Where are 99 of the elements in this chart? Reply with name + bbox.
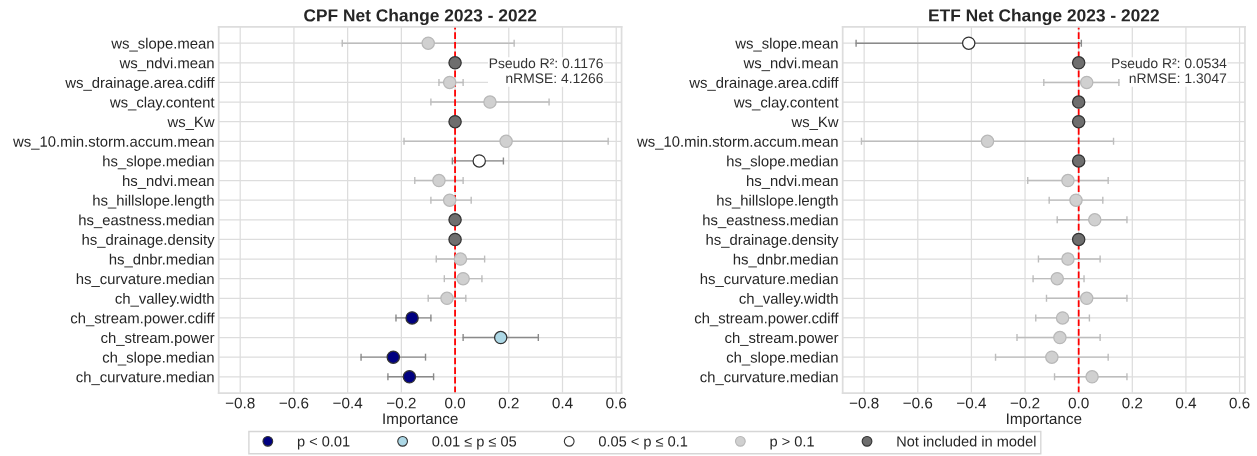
y-tick-label: hs_hillslope.length — [93, 194, 214, 209]
point — [1069, 193, 1083, 207]
y-tick-label: ch_stream.power — [101, 332, 215, 347]
y-tick-label: ws_clay.content — [109, 96, 215, 111]
y-tick-label: hs_drainage.density — [82, 234, 215, 248]
y-tick-label: ws_ndvi.mean — [119, 57, 214, 72]
point — [961, 36, 976, 50]
y-tick-label: ws_drainage.area.cdiff — [65, 77, 215, 91]
x-tick-label: 0.6 — [1229, 397, 1250, 409]
x-tick-label: 0.0 — [1068, 397, 1089, 409]
y-tick-label: hs_ndvi.mean — [747, 175, 838, 189]
x-tick-label: 0.0 — [445, 397, 466, 409]
y-tick-label: ws_drainage.area.cdiff — [689, 77, 839, 91]
point — [1088, 213, 1102, 227]
point — [448, 232, 462, 247]
x-tick-label: 0.2 — [498, 397, 519, 409]
y-tick-label: hs_eastness.median — [703, 214, 838, 229]
y-tick-label: ws_Kw — [167, 116, 215, 131]
y-tick-label: hs_dnbr.median — [733, 253, 838, 268]
point — [1071, 114, 1086, 129]
point — [472, 154, 486, 168]
legend-label: p > 0.1 — [770, 436, 814, 450]
point — [421, 36, 435, 50]
x-tick-label: −0.4 — [957, 397, 987, 409]
x-tick-label: −0.6 — [903, 397, 933, 409]
point — [440, 291, 454, 306]
y-tick-label: ch_valley.width — [115, 292, 214, 307]
point — [499, 134, 513, 149]
x-tick-label: 0.4 — [1175, 397, 1197, 409]
point — [405, 311, 419, 325]
x-tick-label: 0.6 — [606, 397, 627, 409]
x-tick-label: −0.8 — [849, 397, 879, 409]
y-tick-label: hs_curvature.median — [76, 273, 214, 288]
y-tick-label: ws_slope.mean — [111, 37, 214, 52]
y-tick-label: hs_ndvi.mean — [123, 175, 214, 189]
legend-label: 0.01 ≤ p ≤ 05 — [432, 436, 517, 450]
y-tick-label: hs_slope.median — [727, 155, 838, 170]
point — [1071, 232, 1086, 247]
y-tick-label: ch_curvature.median — [700, 371, 838, 386]
point — [442, 193, 457, 207]
point — [1045, 350, 1059, 364]
point — [1071, 56, 1086, 70]
x-axis-title: Importance — [383, 413, 458, 428]
x-tick-label: 0.2 — [1122, 397, 1143, 409]
point — [456, 271, 470, 286]
y-tick-label: ch_stream.power.cdiff — [694, 312, 839, 327]
point — [432, 173, 446, 188]
point — [1053, 330, 1067, 345]
chart-title: CPF Net Change 2023 - 2022 — [304, 8, 537, 26]
point — [1055, 311, 1070, 325]
point — [386, 350, 401, 364]
y-tick-label: hs_hillslope.length — [717, 194, 838, 209]
point — [483, 95, 497, 109]
annotation: Pseudo R²: 0.1176 nRMSE: 4.1266 — [489, 58, 603, 84]
point — [1079, 75, 1094, 90]
y-tick-label: ch_slope.median — [726, 351, 838, 366]
point — [1061, 252, 1075, 266]
y-tick-label: ws_ndvi.mean — [743, 57, 838, 72]
y-tick-label: hs_eastness.median — [79, 214, 214, 229]
point — [1085, 370, 1099, 384]
y-tick-label: ws_Kw — [791, 116, 839, 131]
y-tick-label: hs_drainage.density — [706, 234, 839, 248]
x-tick-label: −0.6 — [279, 397, 309, 409]
y-tick-label: ch_curvature.median — [76, 371, 214, 386]
y-tick-label: hs_dnbr.median — [109, 253, 214, 268]
point — [448, 213, 462, 227]
point — [448, 56, 462, 70]
point — [453, 252, 468, 266]
y-tick-label: ws_10.min.storm.accum.mean — [637, 135, 838, 150]
point — [1071, 95, 1086, 109]
y-tick-label: ws_clay.content — [733, 96, 839, 111]
legend-label: Not included in model — [897, 435, 1036, 447]
y-tick-label: ch_stream.power.cdiff — [70, 312, 215, 327]
y-tick-label: ch_valley.width — [739, 292, 838, 307]
chart-title: ETF Net Change 2023 - 2022 — [929, 8, 1159, 26]
point — [448, 114, 462, 129]
point — [1079, 291, 1094, 306]
y-tick-label: ch_slope.median — [102, 351, 214, 366]
y-tick-label: ch_stream.power — [725, 332, 839, 347]
x-tick-label: −0.2 — [1010, 397, 1040, 409]
legend-label: 0.05 < p ≤ 0.1 — [598, 436, 688, 450]
point — [1071, 154, 1086, 168]
x-tick-label: 0.4 — [552, 397, 573, 409]
y-tick-label: hs_curvature.median — [700, 273, 838, 288]
point — [442, 75, 457, 90]
point — [493, 330, 508, 345]
x-tick-label: −0.8 — [225, 397, 255, 409]
y-tick-label: hs_slope.median — [103, 155, 214, 170]
x-tick-label: −0.2 — [387, 397, 416, 409]
annotation: Pseudo R²: 0.0534 nRMSE: 1.3047 — [1112, 58, 1227, 84]
point — [980, 134, 995, 149]
legend-label: p < 0.01 — [297, 436, 350, 450]
point — [402, 370, 417, 384]
point — [1050, 271, 1064, 286]
y-tick-label: ws_10.min.storm.accum.mean — [13, 135, 214, 150]
x-axis-title: Importance — [1007, 413, 1082, 428]
point — [1061, 173, 1075, 188]
x-tick-label: −0.4 — [333, 397, 363, 409]
y-tick-label: ws_slope.mean — [735, 37, 838, 52]
